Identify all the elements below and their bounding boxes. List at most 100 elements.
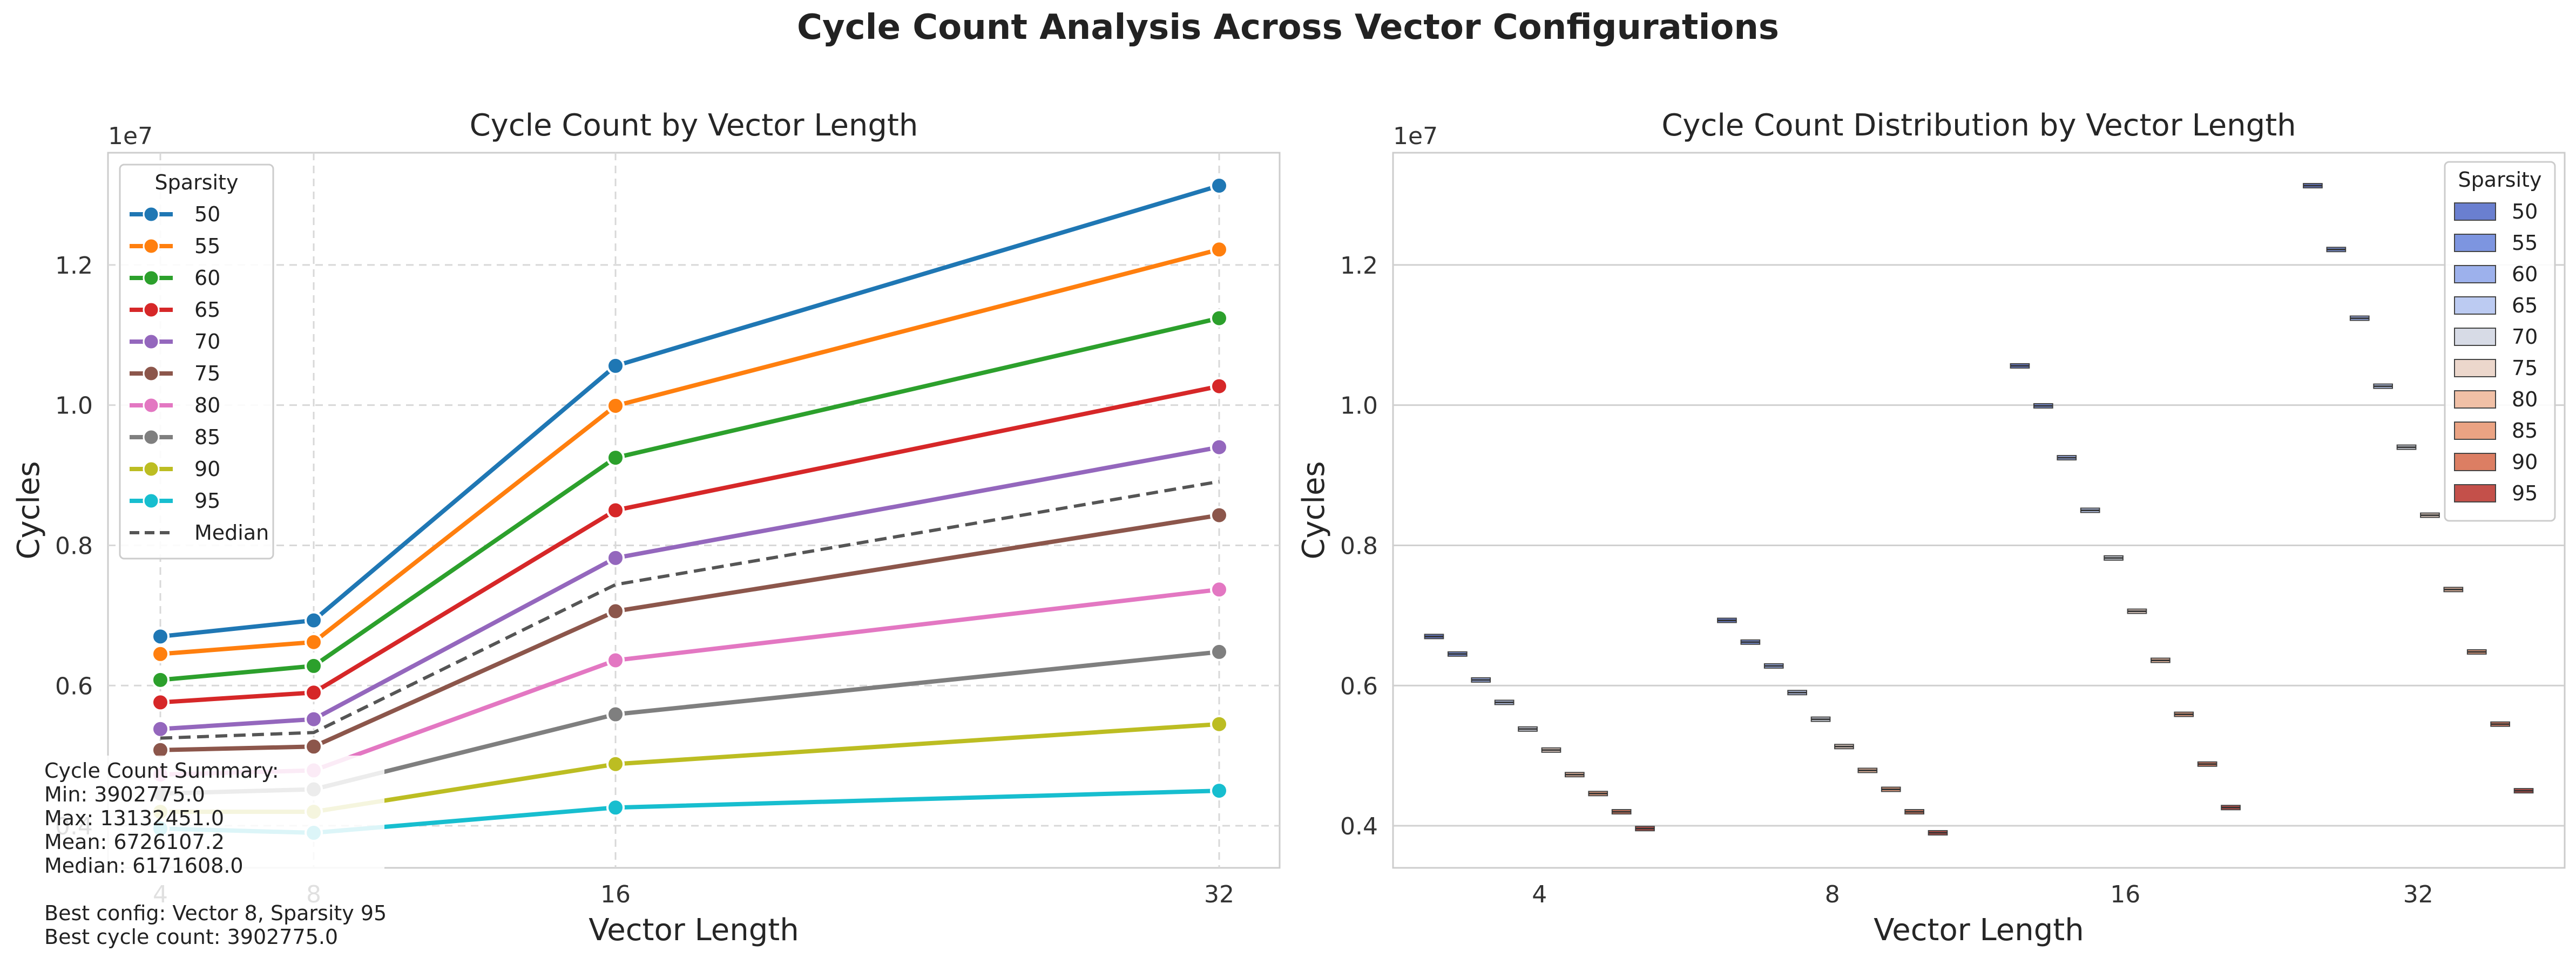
line-point-55: [305, 633, 323, 651]
line-point-80: [1210, 580, 1228, 599]
line-point-65: [305, 683, 323, 702]
line-chart-y-tick-label: 0.8: [55, 532, 93, 560]
line-point-95: [606, 798, 625, 817]
line-point-50: [606, 356, 625, 375]
legend-label-50: 50: [194, 202, 220, 226]
line-point-65: [1210, 377, 1228, 396]
line-point-90: [606, 755, 625, 773]
figure-title: Cycle Count Analysis Across Vector Confi…: [797, 8, 1779, 47]
summary-text: Cycle Count Summary: Min: 3902775.0 Max:…: [44, 759, 387, 949]
box-chart-y-tick-label: 0.6: [1340, 672, 1378, 700]
line-point-55: [151, 644, 170, 663]
line-point-85: [1210, 642, 1228, 661]
line-chart-y-axis-label: Cycles: [11, 461, 46, 559]
legend-label-55: 55: [194, 234, 220, 258]
legend-swatch-85: [2454, 422, 2496, 440]
line-chart-legend: [119, 164, 274, 560]
legend-label-90: 90: [2512, 450, 2538, 474]
line-point-55: [1210, 240, 1228, 259]
line-point-50: [305, 611, 323, 630]
line-point-50: [151, 627, 170, 646]
line-point-95: [1210, 781, 1228, 800]
legend-label-55: 55: [2512, 231, 2538, 255]
legend-label-70: 70: [2512, 325, 2538, 349]
line-series-median: [160, 480, 1220, 740]
legend-swatch-55: [2454, 234, 2496, 252]
line-point-75: [305, 737, 323, 756]
legend-swatch-70: [2454, 328, 2496, 346]
line-chart-x-axis-label: Vector Length: [589, 913, 799, 948]
legend-marker-90: [143, 460, 160, 478]
legend-marker-75: [143, 365, 160, 382]
box-chart-y-tick-label: 0.8: [1340, 532, 1378, 560]
legend-marker-60: [143, 269, 160, 287]
box-chart: 0.4 0.6 0.8 1.0 1.2 4 8 16 32 1e7 Vector Length Cyc…: [1296, 123, 2566, 948]
legend-label-75: 75: [194, 362, 220, 385]
box-chart-x-tick-label: 16: [2110, 881, 2140, 908]
right-chart-title: Cycle Count Distribution by Vector Lengt…: [1661, 108, 2296, 143]
line-point-75: [606, 602, 625, 621]
line-point-90: [1210, 715, 1228, 733]
line-point-65: [151, 693, 170, 712]
legend-swatch-75: [2454, 359, 2496, 377]
line-point-60: [305, 656, 323, 675]
legend-swatch-80: [2454, 390, 2496, 409]
box-chart-x-tick-label: 4: [1532, 881, 1547, 908]
legend-label-60: 60: [194, 266, 220, 290]
box-chart-x-tick-label: 8: [1825, 881, 1840, 908]
left-chart-title: Cycle Count by Vector Length: [469, 108, 918, 143]
legend-marker-65: [143, 301, 160, 318]
line-chart-y-tick-label: 1.0: [55, 392, 93, 420]
line-point-85: [606, 705, 625, 724]
legend-label-65: 65: [2512, 294, 2538, 317]
line-point-65: [606, 501, 625, 520]
legend-label-80: 80: [2512, 388, 2538, 411]
line-point-60: [151, 670, 170, 689]
legend-marker-70: [143, 333, 160, 350]
box-chart-plot-area: [1392, 152, 2566, 869]
legend-marker-95: [143, 492, 160, 509]
line-point-75: [1210, 506, 1228, 525]
legend-label-65: 65: [194, 298, 220, 322]
box-chart-legend-title: Sparsity: [2458, 168, 2542, 192]
line-point-70: [1210, 438, 1228, 457]
box-chart-y-axis-label: Cycles: [1296, 461, 1331, 559]
legend-label-60: 60: [2512, 262, 2538, 286]
legend-label-95: 95: [2512, 481, 2538, 505]
legend-swatch-65: [2454, 296, 2496, 315]
legend-label-70: 70: [194, 330, 220, 354]
legend-marker-50: [143, 206, 160, 223]
box-chart-x-axis-label: Vector Length: [1874, 913, 2084, 948]
line-series-70: [160, 445, 1220, 731]
legend-swatch-50: [2454, 202, 2496, 221]
legend-swatch-95: [2454, 484, 2496, 502]
line-point-70: [151, 719, 170, 738]
line-point-55: [606, 396, 625, 415]
line-point-60: [1210, 309, 1228, 328]
legend-marker-55: [143, 237, 160, 255]
line-point-80: [606, 651, 625, 670]
line-point-50: [1210, 176, 1228, 195]
legend-marker-80: [143, 397, 160, 414]
line-point-70: [305, 710, 323, 729]
line-chart-y-tick-label: 1.2: [55, 252, 93, 280]
line-point-70: [606, 548, 625, 567]
line-series-55: [160, 247, 1220, 656]
legend-marker-85: [143, 429, 160, 446]
line-chart-legend-title: Sparsity: [155, 171, 239, 194]
box-chart-y-tick-label: 1.2: [1340, 252, 1378, 280]
legend-label-85: 85: [194, 425, 220, 449]
legend-label-median: Median: [194, 521, 269, 545]
line-chart-y-scale-label: 1e7: [108, 123, 153, 150]
legend-label-75: 75: [2512, 356, 2538, 380]
line-series-75: [160, 513, 1220, 752]
legend-label-85: 85: [2512, 419, 2538, 443]
line-series-60: [160, 316, 1220, 682]
line-series-65: [160, 384, 1220, 705]
legend-label-50: 50: [2512, 200, 2538, 223]
legend-label-90: 90: [194, 457, 220, 481]
line-chart-x-tick-label: 16: [600, 881, 631, 908]
box-chart-y-tick-label: 1.0: [1340, 392, 1378, 420]
box-chart-x-tick-label: 32: [2403, 881, 2433, 908]
